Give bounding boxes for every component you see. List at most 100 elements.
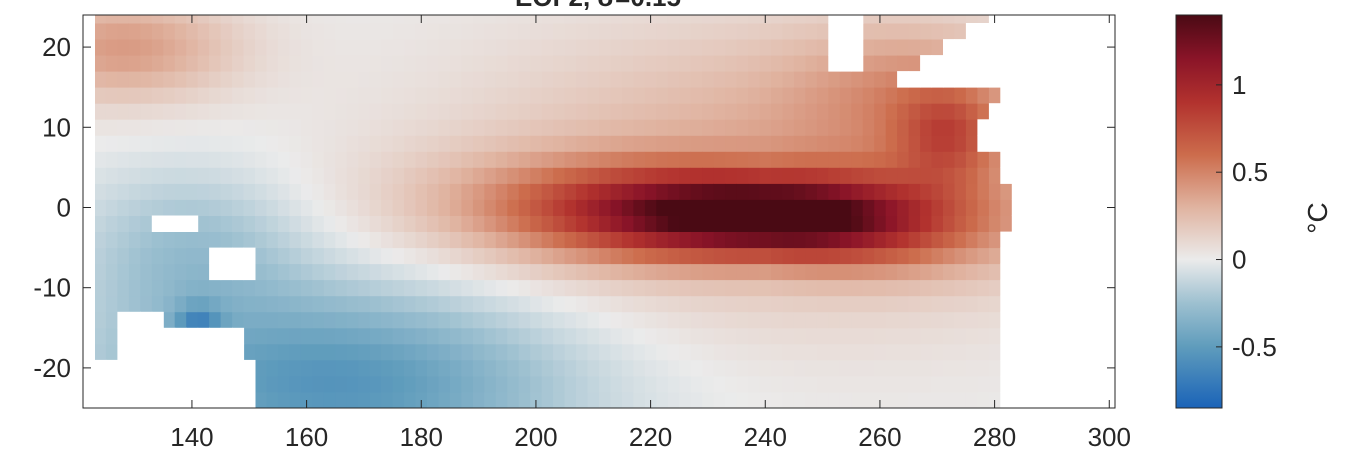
heatmap-cell (369, 55, 382, 72)
heatmap-cell (369, 359, 382, 377)
heatmap-cell (323, 39, 336, 56)
heatmap-cell (438, 327, 451, 345)
heatmap-cell (289, 55, 302, 72)
heatmap-cell (599, 231, 611, 249)
heatmap-cell (943, 295, 955, 313)
land-cell (1046, 392, 1059, 408)
heatmap-cell (335, 343, 348, 361)
land-cell (1023, 375, 1036, 393)
land-cell (232, 343, 245, 361)
heatmap-cell (381, 183, 394, 200)
land-cell (1046, 311, 1059, 329)
heatmap-cell (449, 231, 462, 249)
heatmap-cell (553, 151, 566, 168)
heatmap-cell (828, 295, 841, 313)
heatmap-cell (621, 279, 634, 297)
heatmap-cell (713, 183, 726, 200)
heatmap-cell (725, 71, 738, 88)
heatmap-cell (266, 295, 279, 313)
heatmap-cell (805, 151, 818, 168)
heatmap-cell (484, 135, 497, 152)
heatmap-cell (495, 392, 508, 408)
heatmap-cell (541, 327, 554, 345)
land-cell (1011, 87, 1024, 104)
heatmap-cell (702, 183, 715, 200)
land-cell (1057, 311, 1070, 329)
heatmap-cell (369, 119, 382, 136)
colorbar-label: °C (1302, 202, 1333, 233)
land-cell (1103, 23, 1115, 40)
heatmap-cell (587, 103, 600, 120)
heatmap-cell (381, 359, 394, 377)
heatmap-cell (805, 327, 818, 345)
heatmap-cell (553, 87, 566, 104)
heatmap-cell (94, 15, 107, 24)
heatmap-cell (243, 327, 256, 345)
heatmap-cell (610, 311, 623, 329)
land-cell (1023, 55, 1036, 72)
heatmap-cell (851, 151, 864, 168)
heatmap-cell (851, 327, 864, 345)
land-cell (1046, 295, 1059, 313)
land-cell (243, 392, 256, 408)
heatmap-cell (197, 55, 210, 72)
land-cell (1011, 199, 1024, 216)
land-cell (117, 392, 130, 408)
heatmap-cell (507, 15, 520, 24)
heatmap-cell (243, 15, 256, 24)
heatmap-cell (507, 375, 520, 393)
heatmap-cell (885, 119, 898, 136)
land-cell (1057, 23, 1070, 40)
heatmap-cell (667, 151, 680, 168)
heatmap-cell (163, 15, 176, 24)
heatmap-cell (507, 295, 520, 313)
heatmap-cell (862, 135, 875, 152)
heatmap-cell (908, 39, 921, 56)
land-cell (1080, 295, 1093, 313)
heatmap-cell (243, 55, 256, 72)
heatmap-cell (725, 167, 738, 184)
heatmap-cell (690, 311, 703, 329)
heatmap-cell (828, 151, 841, 168)
heatmap-cell (725, 199, 738, 216)
land-cell (1023, 247, 1036, 265)
heatmap-cell (839, 392, 852, 408)
heatmap-cell (369, 343, 382, 361)
heatmap-cell (1000, 183, 1013, 200)
heatmap-cell (702, 327, 715, 345)
heatmap-cell (587, 55, 600, 72)
heatmap-cell (277, 71, 290, 88)
heatmap-cell (702, 119, 715, 136)
heatmap-cell (965, 87, 978, 104)
heatmap-cell (759, 103, 772, 120)
heatmap-cell (564, 103, 577, 120)
heatmap-cell (954, 103, 967, 120)
heatmap-cell (656, 311, 669, 329)
heatmap-cell (232, 55, 245, 72)
heatmap-cell (736, 343, 749, 361)
heatmap-cell (243, 39, 256, 56)
heatmap-cell (495, 135, 508, 152)
heatmap-cell (805, 311, 818, 329)
heatmap-cell (553, 263, 566, 281)
heatmap-cell (530, 39, 543, 56)
heatmap-cell (495, 375, 508, 393)
heatmap-cell (621, 247, 634, 265)
heatmap-cell (381, 23, 394, 40)
land-cell (965, 39, 978, 56)
heatmap-cell (209, 55, 222, 72)
land-cell (1023, 199, 1036, 216)
heatmap-cell (117, 103, 130, 120)
land-cell (1046, 39, 1059, 56)
heatmap-cell (564, 311, 577, 329)
land-cell (1023, 151, 1036, 168)
heatmap-cell (427, 295, 439, 313)
heatmap-cell (553, 375, 566, 393)
heatmap-cell (885, 183, 898, 200)
heatmap-cell (266, 247, 279, 265)
heatmap-cell (358, 375, 371, 393)
heatmap-cell (461, 199, 474, 216)
heatmap-cell (495, 311, 508, 329)
heatmap-cell (346, 247, 359, 265)
